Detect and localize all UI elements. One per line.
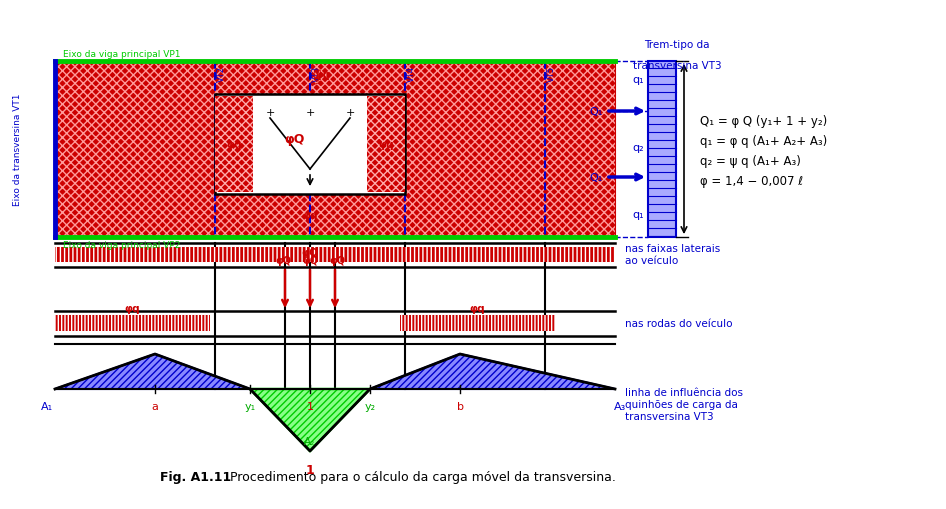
- Text: φq: φq: [315, 70, 330, 80]
- Text: VT2: VT2: [217, 66, 226, 82]
- Bar: [367, 97, 405, 192]
- Text: A₃: A₃: [614, 401, 626, 411]
- Text: q₂: q₂: [632, 143, 644, 153]
- Bar: [55, 247, 615, 263]
- Text: Eixo da viga principal VP1: Eixo da viga principal VP1: [63, 50, 181, 59]
- Text: y₂: y₂: [364, 401, 376, 411]
- Text: transversina VT3: transversina VT3: [633, 61, 721, 71]
- Text: φQ: φQ: [302, 256, 318, 266]
- Polygon shape: [55, 354, 250, 389]
- Bar: [400, 316, 555, 331]
- Text: VT5: VT5: [547, 66, 556, 82]
- Text: φQ: φQ: [285, 133, 305, 146]
- Text: φq: φq: [125, 303, 140, 314]
- Text: q₁: q₁: [632, 75, 644, 85]
- Text: φQ: φQ: [302, 247, 319, 258]
- Bar: [400, 316, 555, 331]
- Text: Procedimento para o cálculo da carga móvel da transversina.: Procedimento para o cálculo da carga móv…: [222, 471, 616, 484]
- Bar: [55, 316, 210, 331]
- Text: Q₁: Q₁: [589, 173, 603, 183]
- Text: +: +: [306, 108, 315, 118]
- Text: VT3: VT3: [312, 66, 321, 82]
- Text: +: +: [345, 108, 355, 118]
- Text: q₁ = φ q (A₁+ A₂+ A₃): q₁ = φ q (A₁+ A₂+ A₃): [700, 135, 827, 148]
- Text: a: a: [151, 401, 158, 411]
- Text: q₂ = ψ q (A₁+ A₃): q₂ = ψ q (A₁+ A₃): [700, 155, 801, 167]
- Text: φq: φq: [226, 140, 242, 150]
- Text: +: +: [265, 108, 274, 118]
- Text: linha de influência dos
quinhões de carga da
transversina VT3: linha de influência dos quinhões de carg…: [625, 388, 743, 421]
- Text: φ = 1,4 − 0,007 ℓ: φ = 1,4 − 0,007 ℓ: [700, 175, 803, 188]
- Text: VT3: VT3: [315, 67, 324, 84]
- Bar: [55, 316, 210, 331]
- Text: y₁: y₁: [244, 401, 255, 411]
- Text: Q₁: Q₁: [589, 107, 603, 117]
- Bar: [55, 62, 615, 238]
- Text: nas faixas laterais
ao veículo: nas faixas laterais ao veículo: [625, 244, 720, 265]
- Text: Eixo da viga principal VP2: Eixo da viga principal VP2: [63, 241, 181, 249]
- Bar: [648, 62, 676, 238]
- Text: 1: 1: [307, 401, 313, 411]
- Bar: [367, 97, 405, 192]
- Text: 1: 1: [306, 463, 314, 476]
- Bar: [215, 95, 405, 194]
- Text: nas rodas do veículo: nas rodas do veículo: [625, 318, 732, 328]
- Text: Eixo da transversina VT1: Eixo da transversina VT1: [13, 94, 23, 206]
- Text: Fig. A1.11: Fig. A1.11: [160, 471, 231, 484]
- Bar: [215, 97, 253, 192]
- Text: b: b: [457, 401, 464, 411]
- Bar: [55, 62, 615, 238]
- Text: φq: φq: [469, 303, 485, 314]
- Polygon shape: [370, 354, 615, 389]
- Text: VT4: VT4: [407, 66, 416, 82]
- Text: φQ: φQ: [329, 256, 345, 266]
- Text: φq: φq: [378, 140, 394, 150]
- Text: φQ: φQ: [275, 256, 291, 266]
- Bar: [215, 97, 253, 192]
- Text: Trem-tipo da: Trem-tipo da: [644, 40, 710, 50]
- Polygon shape: [250, 389, 370, 451]
- Text: q₁: q₁: [632, 210, 644, 219]
- Text: A₂: A₂: [305, 436, 316, 446]
- Text: Q₁ = φ Q (y₁+ 1 + y₂): Q₁ = φ Q (y₁+ 1 + y₂): [700, 115, 827, 128]
- Text: φq: φq: [302, 211, 318, 221]
- Bar: [55, 247, 615, 263]
- Text: A₁: A₁: [41, 401, 53, 411]
